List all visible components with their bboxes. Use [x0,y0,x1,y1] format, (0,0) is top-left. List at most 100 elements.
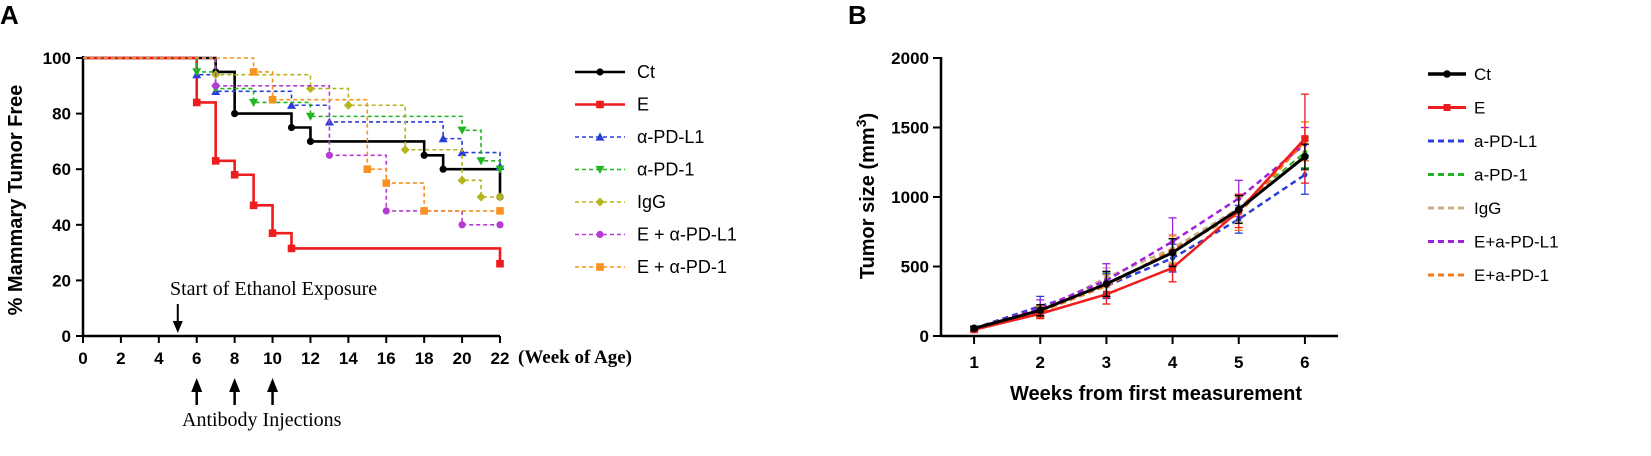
panel-a-legend-label-e-pd-1: E + α-PD-1 [637,257,727,277]
panel-b-line-e-a-pd-1 [973,140,1306,331]
panel-a-point-pd-l1 [457,148,467,157]
panel-a-y-tick-label: 60 [52,160,71,179]
antibody-injection-arrow-head [229,378,241,392]
panel-a-legend-label-pd-l1: α-PD-L1 [637,127,704,147]
antibody-injection-arrow-head [191,378,203,392]
panel-b-line-ct [973,155,1306,330]
panel-b-y-tick-label: 0 [920,327,929,346]
panel-a-point-ct [439,165,447,173]
panel-a-point-e-pd-l1 [212,82,220,90]
panel-a-y-tick-label: 20 [52,271,71,290]
panel-a-point-pd-1 [192,68,202,77]
panel-a-point-ct [231,110,239,118]
panel-b-legend-label-e: E [1474,99,1485,118]
panel-a-line-ct [83,56,502,197]
panel-a-point-e [268,229,277,237]
panel-b-ylabel-sup: 3 [853,119,869,127]
panel-a-point-e [230,170,239,179]
panel-a-x-tick-label: 12 [301,349,320,368]
panel-a-x-tick-label: 16 [377,349,396,368]
panel-b-point-ct [1301,152,1309,161]
panel-a-x-tick-label: 22 [491,349,510,368]
panel-b-legend-label-a-pd-1: a-PD-1 [1474,166,1528,185]
panel-b-x-tick-label: 3 [1102,353,1111,372]
panel-a-x-tick-label: 10 [263,349,282,368]
panel-a-point-ct [306,137,315,145]
panel-a-series-igg [83,57,505,202]
panel-a-point-e-pd-l1 [458,221,466,229]
panel-b-series-e-a-pd-l1 [970,126,1309,332]
panel-a-point-igg [495,192,505,202]
antibody-injection-arrow-head [267,378,279,392]
panel-a-legend-marker-pd-l1 [595,132,605,141]
panel-a-point-pd-l1 [438,134,448,143]
panel-a-legend-marker-ct [596,68,604,76]
panel-b-series-a-pd-1 [970,136,1309,332]
panel-a-legend-label-e: E [637,95,649,115]
panel-a-y-tick-label: 0 [62,327,71,346]
panel-b-chart: Tumor size (mm3) Weeks from first measur… [853,49,1559,405]
panel-b-y-tick-label: 1000 [891,188,929,207]
panel-b-legend-marker-ct [1443,70,1451,78]
panel-b-series-ct [970,143,1309,333]
panel-a-point-pd-1 [476,157,486,166]
panel-a-ylabel: % Mammary Tumor Free [5,85,27,316]
panel-a-legend-marker-e-pd-l1 [596,230,604,239]
panel-a-point-e-pd-l1 [325,151,334,159]
panel-a-point-e-pd-1 [249,68,258,76]
panel-a-legend-marker-pd-1 [595,165,605,174]
panel-a-line-pd-1 [83,57,501,170]
panel-a-y-tick-label: 80 [52,105,71,124]
panel-a-line-pd-l1 [83,57,501,167]
panel-a-point-e-pd-l1 [496,221,504,229]
panel-b-legend-label-ct: Ct [1474,65,1491,84]
panel-b-legend-label-e-a-pd-1: E+a-PD-1 [1474,266,1549,285]
panel-a-x-tick-label: 0 [78,349,87,368]
panel-a-point-e [287,244,296,253]
panel-b-point-ct [1102,280,1111,288]
panel-b-point-e [1169,264,1177,272]
panel-a-point-e-pd-1 [496,207,504,215]
panel-a-legend-label-ct: Ct [637,62,655,82]
panel-a-point-e [249,201,258,210]
panel-a-legend-marker-e [596,100,604,109]
antibody-injections-annotation: Antibody Injections [182,409,342,431]
panel-a-point-pd-1 [249,98,259,107]
panel-b-y-tick-label: 2000 [891,49,929,68]
panel-a-legend-label-igg: IgG [637,192,666,212]
panel-a-series-ct [83,56,504,201]
panel-b-series-igg [970,139,1309,332]
panel-b-x-tick-label: 1 [969,353,978,372]
panel-a-point-e [496,259,504,268]
panel-a-line-e [83,56,502,264]
panel-b-y-tick-label: 500 [901,258,929,277]
panel-a-line-e-pd-1 [83,57,500,212]
panel-b-legend-label-e-a-pd-l1: E+a-PD-L1 [1474,233,1559,252]
panel-b-series-e [970,93,1309,334]
panel-b-series-e-a-pd-1 [970,121,1309,332]
panel-b-x-tick-label: 4 [1168,353,1178,372]
panel-a-point-pd-l1 [287,100,296,109]
panel-b-line-a-pd-l1 [973,173,1306,330]
panel-b-line-e [973,137,1306,331]
panel-b-legend-label-a-pd-l1: a-PD-L1 [1474,132,1537,151]
panel-b-point-e [1301,135,1309,143]
panel-a-x-tick-label: 18 [415,349,434,368]
panel-a-legend-label-pd-1: α-PD-1 [637,160,694,180]
panel-b-y-tick-label: 1500 [891,119,929,138]
panel-a-legend-label-e-pd-l1: E + α-PD-L1 [637,225,737,245]
panel-a-point-igg [400,145,410,155]
panel-b-x-tick-label: 2 [1036,353,1045,372]
panel-a-point-igg [457,175,467,185]
panel-a-x-tick-label: 6 [192,349,201,368]
panel-b-point-ct [1036,306,1045,315]
panel-a-x-tick-label: 2 [116,349,125,368]
panel-a-legend-marker-igg [595,197,605,207]
panel-a-letter: A [0,0,19,30]
panel-a-point-pd-1 [495,165,505,174]
panel-a-chart: % Mammary Tumor Free (Week of Age) Start… [5,49,737,431]
panel-a-series-e-pd-1 [83,57,504,215]
panel-b-point-ct [1234,205,1243,214]
panel-a-point-igg [343,100,353,110]
